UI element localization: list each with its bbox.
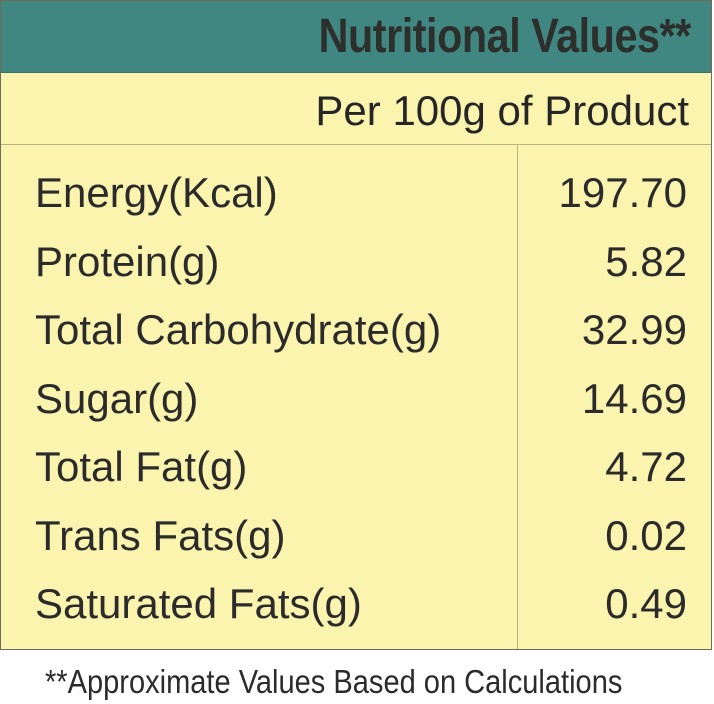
panel-header: Nutritional Values**	[1, 1, 711, 73]
nutrient-row-total-fat: Total Fat(g) 4.72	[1, 435, 711, 504]
nutrient-label: Total Carbohydrate(g)	[35, 306, 442, 353]
nutrient-row-saturated-fats: Saturated Fats(g) 0.49	[1, 572, 711, 641]
serving-basis-text: Per 100g of Product	[315, 87, 689, 134]
nutrition-panel: Nutritional Values** Per 100g of Product…	[0, 0, 712, 650]
nutrient-label: Energy(Kcal)	[35, 169, 278, 216]
nutrient-label: Total Fat(g)	[35, 443, 248, 490]
nutrient-row-carbohydrate: Total Carbohydrate(g) 32.99	[1, 298, 711, 367]
nutrient-value: 0.02	[605, 511, 687, 559]
nutrient-value: 32.99	[581, 306, 687, 353]
panel-title: Nutritional Values**	[318, 10, 692, 63]
nutrient-row-trans-fats: Trans Fats(g) 0.02	[1, 504, 711, 573]
nutrient-value: 5.82	[605, 237, 687, 285]
nutrient-value: 0.49	[605, 580, 687, 627]
serving-basis-header: Per 100g of Product	[1, 73, 711, 145]
nutrient-row-energy: Energy(Kcal) 197.70	[1, 161, 711, 230]
nutrient-label: Sugar(g)	[35, 374, 199, 422]
nutrient-value: 197.70	[558, 169, 687, 216]
nutrient-label: Protein(g)	[35, 237, 220, 285]
nutrient-row-protein: Protein(g) 5.82	[1, 230, 711, 299]
nutrient-value: 14.69	[581, 374, 687, 422]
footnote: **Approximate Values Based on Calculatio…	[45, 663, 623, 700]
nutrient-row-sugar: Sugar(g) 14.69	[1, 367, 711, 436]
nutrient-value: 4.72	[605, 443, 687, 490]
column-divider	[517, 145, 518, 649]
nutrient-label: Trans Fats(g)	[35, 511, 286, 559]
nutrient-label: Saturated Fats(g)	[35, 580, 362, 627]
nutrient-table: Energy(Kcal) 197.70 Protein(g) 5.82 Tota…	[1, 161, 711, 641]
